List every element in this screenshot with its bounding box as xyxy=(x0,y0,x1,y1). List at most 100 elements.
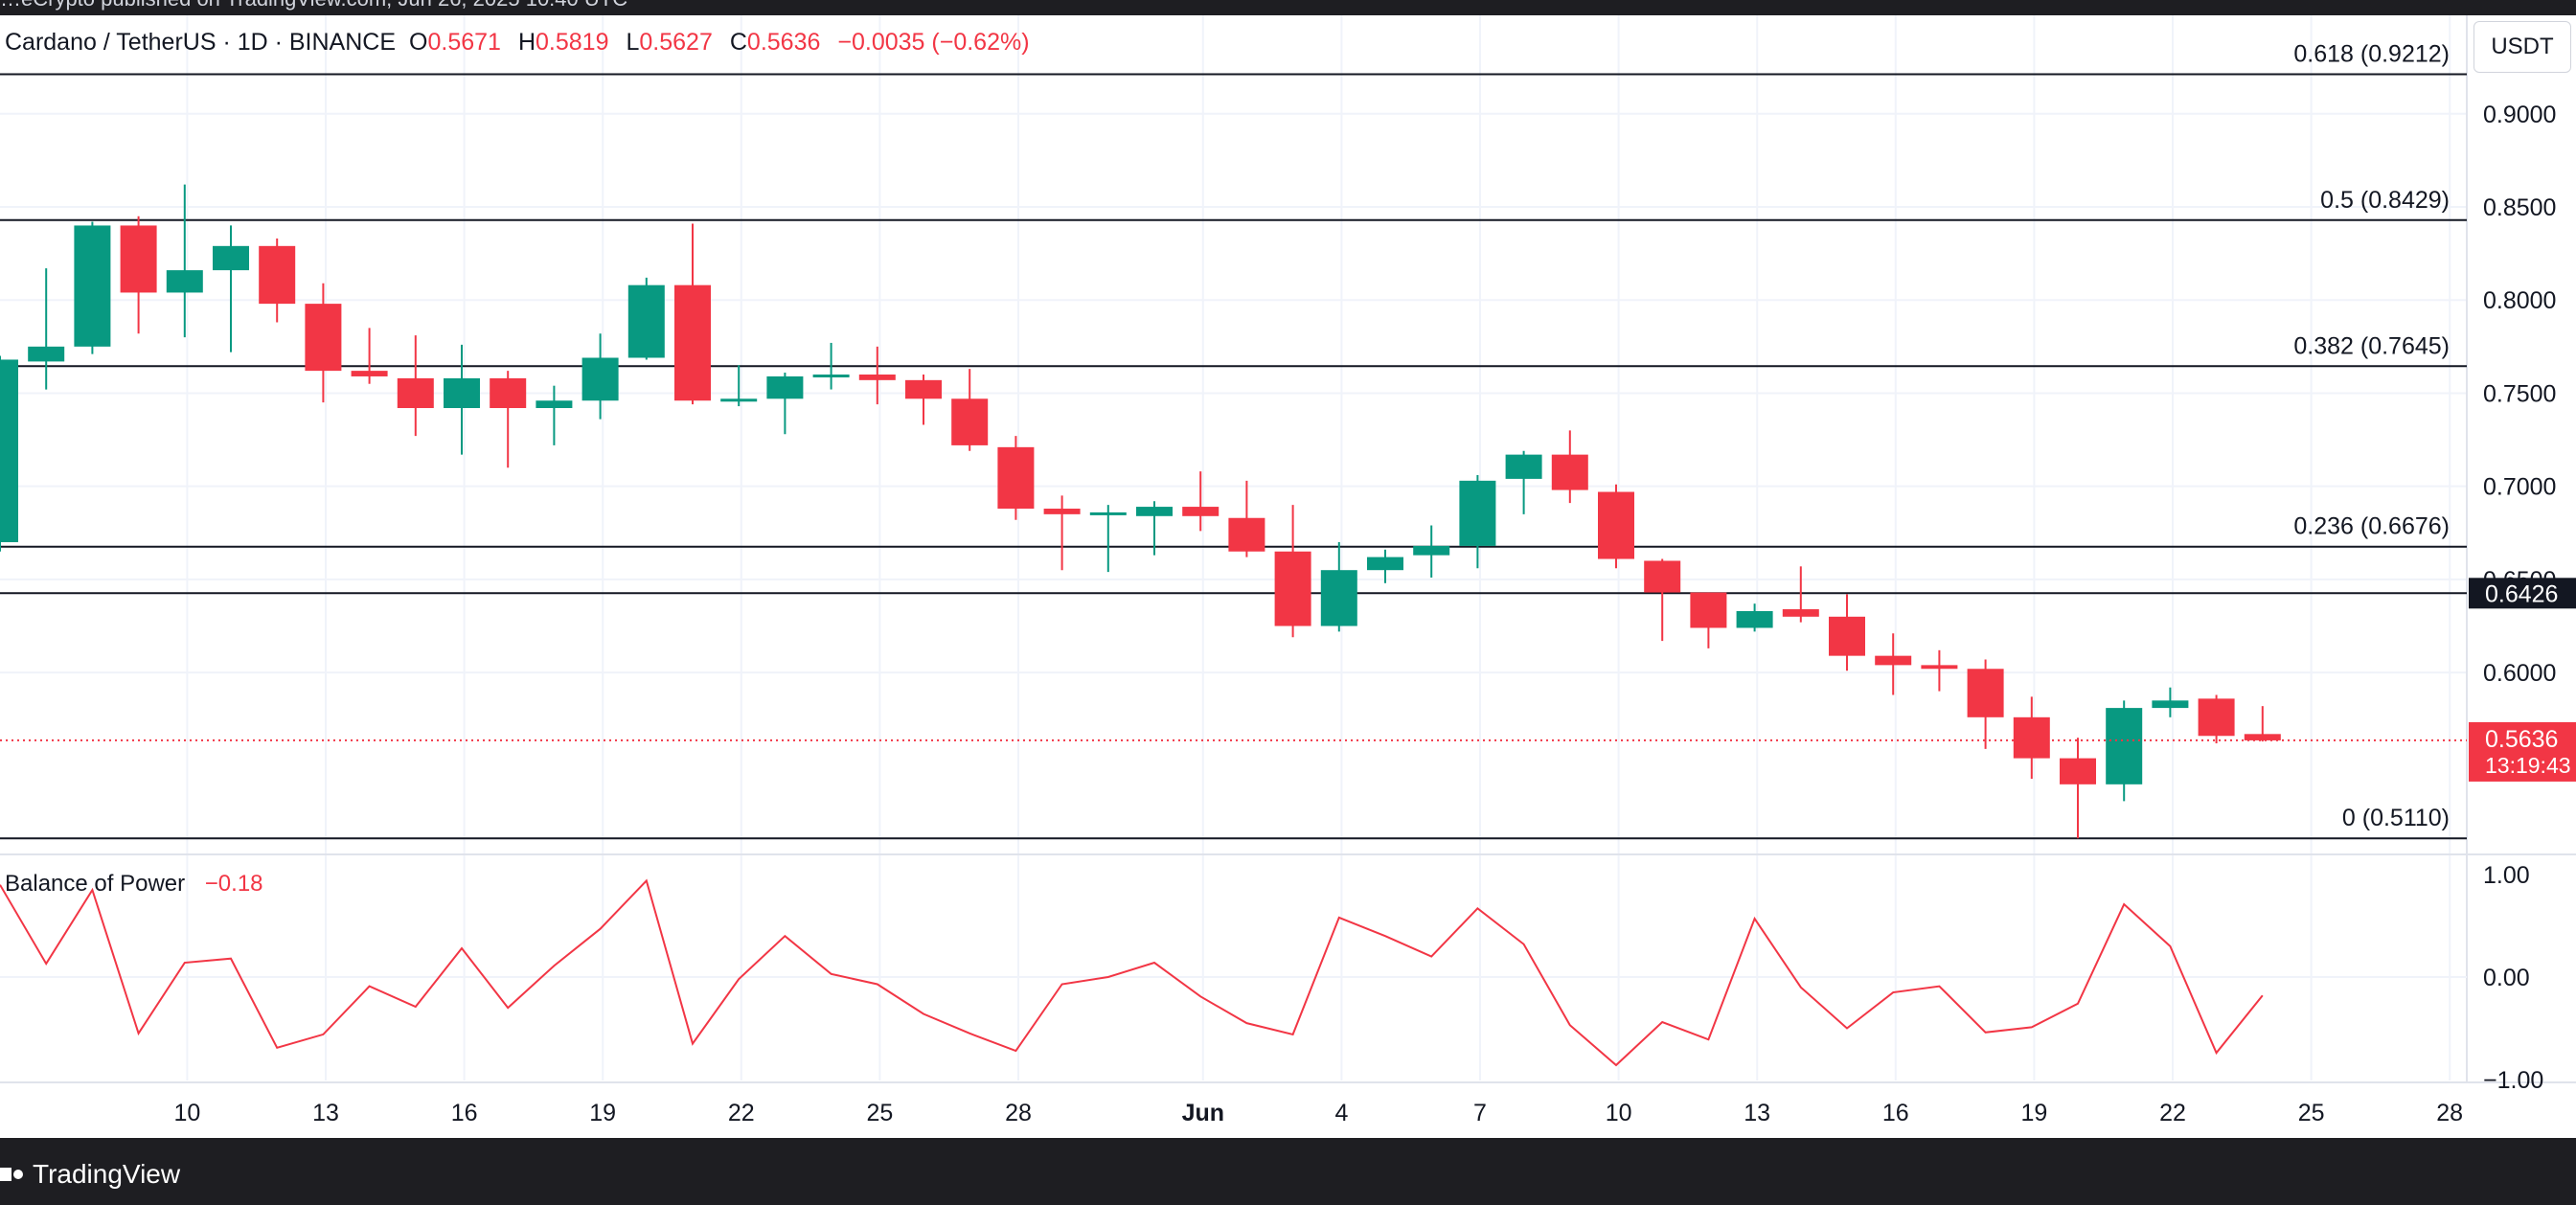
candle-body xyxy=(1782,609,1819,617)
candle-body xyxy=(2152,700,2189,709)
time-tick-label: 10 xyxy=(1606,1100,1632,1126)
footer-bar: TradingView xyxy=(0,1138,2576,1205)
time-tick-label: 19 xyxy=(589,1100,616,1126)
top-bar: …eCrypto published on TradingView.com, J… xyxy=(0,0,2576,15)
candle-body xyxy=(0,359,18,543)
low-value: 0.5627 xyxy=(639,29,713,56)
time-tick-label: 22 xyxy=(2159,1100,2186,1126)
price-tick-label: 0.7000 xyxy=(2483,474,2556,501)
candle-body xyxy=(1736,610,1773,628)
candle-body xyxy=(1690,592,1727,628)
candle-body xyxy=(1505,454,1542,479)
symbol-header: Cardano / TetherUS · 1D · BINANCE O 0.567… xyxy=(5,29,1047,57)
candle-body xyxy=(627,284,665,358)
candle-body xyxy=(120,225,157,293)
symbol-title[interactable]: Cardano / TetherUS · 1D · BINANCE xyxy=(5,29,397,56)
fib-level-label: 0.5 (0.8429) xyxy=(2320,187,2450,214)
horizontal-line-price-badge xyxy=(2469,578,2576,609)
candle-body xyxy=(2060,758,2096,784)
candle-body xyxy=(1967,669,2004,717)
currency-button[interactable]: USDT xyxy=(2473,21,2571,73)
candle-body xyxy=(536,400,573,409)
candle-body xyxy=(812,375,850,378)
candle-body xyxy=(997,446,1035,510)
candle-body xyxy=(1875,655,1912,666)
candle-body xyxy=(2198,698,2235,737)
last-price-label: 0.5636 xyxy=(2485,726,2558,753)
candle-body xyxy=(305,304,342,372)
candle-body xyxy=(581,357,619,401)
time-tick-label: 16 xyxy=(451,1100,478,1126)
indicator-header[interactable]: Balance of Power −0.18 xyxy=(5,871,263,898)
time-tick-label: 22 xyxy=(728,1100,755,1126)
candle-body xyxy=(720,398,758,402)
footer-brand: TradingView xyxy=(33,1159,181,1189)
price-chart[interactable]: 0.90000.85000.80000.75000.70000.65000.60… xyxy=(0,0,2576,1138)
candle-body xyxy=(1089,512,1127,515)
time-tick-label: 13 xyxy=(1744,1100,1770,1126)
horizontal-line-price-label: 0.6426 xyxy=(2485,580,2558,607)
tradingview-logo-icon xyxy=(0,1164,25,1185)
tradingview-logo[interactable]: TradingView xyxy=(0,1159,180,1190)
candle-body xyxy=(858,375,896,380)
change-value: −0.0035 (−0.62%) xyxy=(837,29,1030,56)
fib-level-label: 0.236 (0.6676) xyxy=(2293,513,2450,540)
time-tick-label: 28 xyxy=(1005,1100,1032,1126)
candle-body xyxy=(1274,551,1311,626)
bop-tick-label: 1.00 xyxy=(2483,862,2530,889)
bop-tick-label: −1.00 xyxy=(2483,1067,2543,1094)
time-tick-label: 25 xyxy=(866,1100,893,1126)
candle-body xyxy=(1320,570,1357,626)
candle-body xyxy=(1228,517,1265,552)
high-label: H xyxy=(517,29,536,56)
candle-body xyxy=(2013,716,2050,759)
candle-body xyxy=(444,377,480,409)
low-label: L xyxy=(626,29,640,56)
price-tick-label: 0.8500 xyxy=(2483,194,2556,221)
price-tick-label: 0.9000 xyxy=(2483,102,2556,128)
candle-body xyxy=(1551,454,1588,490)
candle-body xyxy=(2106,708,2143,784)
candle-body xyxy=(28,346,65,362)
open-label: O xyxy=(409,29,428,56)
fib-level-label: 0.618 (0.9212) xyxy=(2293,41,2450,68)
candle-body xyxy=(1598,491,1634,559)
candle-body xyxy=(259,245,296,305)
time-tick-label: Jun xyxy=(1182,1100,1224,1126)
time-tick-label: 25 xyxy=(2298,1100,2325,1126)
fib-level-label: 0 (0.5110) xyxy=(2342,805,2450,831)
candle-body xyxy=(1921,665,1958,670)
candle-body xyxy=(1043,509,1081,514)
time-tick-label: 28 xyxy=(2436,1100,2463,1126)
close-value: 0.5636 xyxy=(746,29,821,56)
time-tick-label: 10 xyxy=(173,1100,200,1126)
fib-level-label: 0.382 (0.7645) xyxy=(2293,332,2450,359)
bop-line xyxy=(0,878,2264,1067)
candle-body xyxy=(1459,480,1496,546)
candle-body xyxy=(74,225,111,347)
price-tick-label: 0.7500 xyxy=(2483,380,2556,407)
time-tick-label: 19 xyxy=(2020,1100,2047,1126)
candle-body xyxy=(2244,734,2281,740)
candle-body xyxy=(1182,507,1220,516)
candle-body xyxy=(766,375,804,399)
time-tick-label: 16 xyxy=(1882,1100,1909,1126)
time-tick-label: 7 xyxy=(1473,1100,1487,1126)
candle-body xyxy=(905,379,942,399)
candle-body xyxy=(213,245,249,271)
candle-body xyxy=(674,284,711,401)
bop-tick-label: 0.00 xyxy=(2483,965,2530,991)
candle-body xyxy=(1644,560,1681,593)
publish-info: …eCrypto published on TradingView.com, J… xyxy=(0,0,627,11)
candle-body xyxy=(951,398,989,445)
open-value: 0.5671 xyxy=(427,29,501,56)
candle-body xyxy=(1829,616,1865,656)
time-tick-label: 4 xyxy=(1334,1100,1348,1126)
candle-body xyxy=(166,270,203,293)
price-tick-label: 0.8000 xyxy=(2483,287,2556,314)
candle-body xyxy=(397,377,434,409)
high-value: 0.5819 xyxy=(536,29,609,56)
last-price-badge xyxy=(2469,721,2576,782)
candle-body xyxy=(490,377,527,409)
close-label: C xyxy=(729,29,747,56)
